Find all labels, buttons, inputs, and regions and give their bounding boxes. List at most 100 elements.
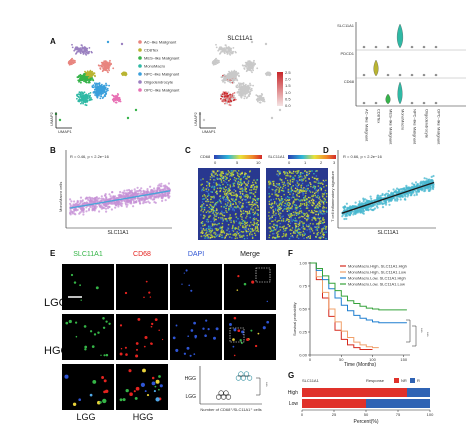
tissue-spot bbox=[306, 225, 308, 227]
tissue-spot bbox=[275, 198, 277, 200]
feature-plot-title: SLC11A1 bbox=[227, 36, 253, 42]
tissue-spot bbox=[218, 199, 221, 201]
umap-feature-cell bbox=[249, 84, 252, 87]
tissue-spot bbox=[249, 228, 252, 230]
tissue-spot bbox=[283, 171, 286, 173]
umap-cell bbox=[106, 87, 109, 90]
tissue-spot bbox=[241, 220, 244, 222]
tissue-spot bbox=[253, 221, 255, 223]
tissue-spot bbox=[268, 234, 271, 236]
tissue-spot bbox=[211, 229, 213, 231]
tissue-spot bbox=[292, 211, 295, 214]
scatter-point bbox=[367, 208, 370, 211]
tissue-spot bbox=[216, 192, 218, 194]
scatter-point bbox=[69, 202, 72, 205]
scatter-point bbox=[412, 183, 415, 186]
tissue-spot bbox=[300, 190, 303, 192]
tissue-spot bbox=[322, 183, 324, 185]
violin bbox=[396, 23, 404, 49]
scatter-point bbox=[85, 206, 88, 209]
tissue-spot bbox=[220, 202, 222, 204]
umap-feature-cell bbox=[223, 91, 226, 94]
tissue-spot bbox=[272, 189, 274, 191]
tissue-spot bbox=[253, 186, 256, 188]
tissue-spot bbox=[313, 186, 315, 188]
tissue-spot bbox=[211, 208, 213, 211]
tissue-spot bbox=[257, 209, 260, 211]
tissue-spot bbox=[311, 219, 313, 221]
tissue-spot bbox=[233, 222, 235, 224]
tissue-spot bbox=[206, 235, 209, 237]
tissue-spot bbox=[299, 199, 302, 201]
umap-cell bbox=[100, 86, 103, 89]
tissue-spot bbox=[288, 214, 290, 217]
tissue-spot bbox=[294, 213, 296, 215]
tissue-spot bbox=[321, 236, 324, 238]
umap-feature-cell bbox=[224, 44, 227, 46]
tissue-spot bbox=[237, 226, 240, 228]
tissue-spot bbox=[255, 202, 257, 204]
tissue-spot bbox=[218, 233, 220, 236]
tissue-spot bbox=[275, 190, 277, 192]
tissue-spot bbox=[226, 194, 228, 196]
umap-feature-cell bbox=[226, 50, 229, 53]
tissue-spot bbox=[319, 182, 322, 185]
tissue-spot bbox=[252, 188, 255, 190]
tissue-spot bbox=[307, 237, 309, 239]
tissue-spot bbox=[310, 211, 312, 214]
tissue-spot bbox=[281, 179, 283, 181]
scatter-point bbox=[126, 189, 129, 192]
tissue-spot bbox=[300, 231, 302, 234]
umap-cell bbox=[110, 62, 112, 65]
umap-feature-cell bbox=[239, 82, 242, 85]
umap-feature-cell bbox=[220, 47, 223, 50]
panel-b-stat: R = 0.46, p < 2.2e−16 bbox=[70, 154, 110, 159]
tissue-spot bbox=[233, 192, 235, 194]
tissue-spot bbox=[226, 177, 228, 179]
tissue-spot bbox=[216, 183, 219, 186]
tissue-spot bbox=[286, 202, 288, 204]
trend-line bbox=[69, 190, 171, 209]
tissue-spot bbox=[248, 210, 251, 212]
tissue-spot bbox=[201, 205, 203, 207]
tissue-spot bbox=[200, 179, 202, 181]
tissue-spot bbox=[282, 218, 285, 220]
tissue-spot bbox=[287, 181, 289, 184]
tissue-spot bbox=[315, 201, 317, 203]
umap-cell bbox=[107, 89, 109, 92]
tissue-spot bbox=[245, 210, 247, 213]
scatter-point bbox=[346, 214, 349, 217]
umap-cell bbox=[99, 68, 102, 70]
tissue-spot bbox=[306, 207, 309, 209]
umap-feature-cell bbox=[232, 47, 235, 49]
tissue-spot bbox=[214, 228, 216, 230]
scatter-point bbox=[161, 199, 164, 202]
tissue-spot bbox=[304, 233, 306, 235]
tissue-spot bbox=[298, 175, 300, 177]
tissue-spot bbox=[256, 224, 258, 226]
umap-feature-cell bbox=[227, 91, 230, 94]
umap-feature-cell bbox=[250, 69, 253, 72]
tissue-spot bbox=[318, 201, 321, 203]
umap-cell bbox=[85, 79, 87, 81]
tissue-spot bbox=[221, 234, 223, 236]
tissue-spot bbox=[273, 227, 275, 229]
umap-cell bbox=[107, 68, 110, 70]
umap-feature-cell bbox=[224, 74, 227, 77]
tissue-spot bbox=[200, 222, 203, 224]
violin bbox=[410, 101, 414, 105]
umap-feature-cell bbox=[232, 81, 235, 83]
tissue-spot bbox=[215, 229, 218, 231]
umap-cell bbox=[103, 85, 106, 88]
tissue-spot bbox=[281, 226, 283, 229]
tissue-spot bbox=[315, 218, 317, 220]
tissue-spot bbox=[308, 170, 310, 172]
tissue-spot bbox=[310, 227, 312, 229]
umap-feature-cell bbox=[257, 95, 259, 98]
tissue-spot bbox=[239, 208, 241, 210]
tissue-spot bbox=[317, 217, 319, 219]
tissue-spot bbox=[212, 170, 214, 172]
tissue-spot bbox=[319, 205, 321, 207]
tissue-spot bbox=[209, 237, 211, 239]
violin bbox=[397, 81, 403, 105]
